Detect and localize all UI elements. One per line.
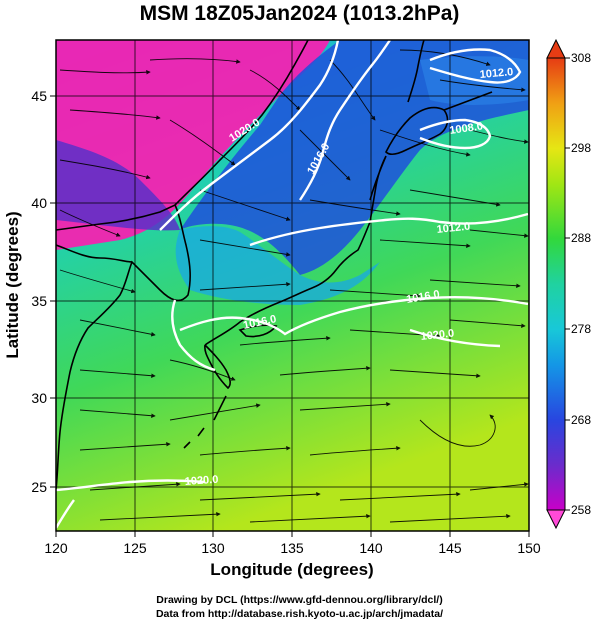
- isobar-line: [419, 118, 492, 150]
- x-tick-label: 135: [280, 540, 304, 556]
- wind-streamlines: [59, 49, 529, 523]
- y-axis-label: Latitude (degrees): [3, 211, 22, 358]
- colorbar-top-triangle: [546, 38, 566, 59]
- isobar-line: [171, 299, 501, 372]
- y-tick-label: 45: [31, 88, 47, 104]
- colorbar-tick-label: 298: [571, 141, 591, 155]
- colorbar-tick-label: 308: [571, 51, 591, 65]
- credit-drawing: Drawing by DCL (https://www.gfd-dennou.o…: [156, 594, 443, 606]
- isobar-label: 1020.0: [184, 474, 218, 488]
- x-tick-label: 120: [44, 540, 68, 556]
- colorbar: 308 298 288 278 268 258: [546, 38, 591, 530]
- china-north-coast: [56, 244, 133, 263]
- x-tick-label: 140: [359, 540, 383, 556]
- primorye-coast: [174, 40, 309, 206]
- credit-data: Data from http://database.rish.kyoto-u.a…: [155, 608, 444, 620]
- x-tick-label: 145: [438, 540, 462, 556]
- x-tick-label: 130: [201, 540, 225, 556]
- colorbar-body: [546, 57, 566, 511]
- isobar-label: 1008.0: [449, 120, 484, 137]
- isobar-line: [56, 479, 206, 492]
- colorbar-tick-label: 268: [571, 413, 591, 427]
- y-tick-label: 40: [31, 195, 47, 211]
- colorbar-tick-label: 288: [571, 231, 591, 245]
- ryukyu-islands: [183, 395, 227, 449]
- isobar-label: 1012.0: [479, 66, 514, 81]
- isobar-line: [249, 212, 529, 247]
- y-tick-label: 30: [31, 390, 47, 406]
- kyushu-coast: [204, 344, 231, 390]
- sakhalin-coast: [407, 40, 425, 103]
- very-cold-region: [56, 140, 180, 231]
- cool-air-band: [175, 226, 380, 305]
- colorbar-tick-label: 258: [571, 503, 591, 517]
- isobar-label: 1016.0: [405, 288, 440, 306]
- isobar-label: 1012.0: [436, 221, 471, 236]
- x-tick-label: 150: [517, 540, 541, 556]
- isobar-line: [159, 40, 340, 231]
- x-tick-label: 125: [123, 540, 147, 556]
- plot-area: 1020.0 1016.0 1012.0 1008.0 1016.0 1020.…: [56, 40, 529, 531]
- kuril-coast: [443, 91, 493, 111]
- isobars: [56, 40, 529, 529]
- isobar-labels: 1020.0 1016.0 1012.0 1008.0 1016.0 1020.…: [184, 66, 513, 488]
- isobar-line: [56, 499, 75, 529]
- x-axis: [55, 531, 530, 537]
- y-axis: [50, 95, 56, 488]
- colorbar-tick-label: 278: [571, 322, 591, 336]
- x-axis-label: Longitude (degrees): [210, 560, 373, 579]
- shikoku-coast: [238, 324, 278, 338]
- y-tick-label: 25: [31, 479, 47, 495]
- isobar-line: [299, 40, 391, 201]
- map-title: MSM 18Z05Jan2024 (1013.2hPa): [139, 2, 460, 25]
- isobar-label: 1020.0: [420, 328, 455, 343]
- isobar-line: [429, 48, 522, 84]
- isobar-line: [179, 296, 529, 336]
- y-tick-label: 35: [31, 293, 47, 309]
- asia-coastline: [56, 203, 191, 491]
- japan-coastline: [204, 155, 387, 346]
- colorbar-bottom-triangle: [546, 509, 566, 530]
- coastlines: [56, 40, 493, 491]
